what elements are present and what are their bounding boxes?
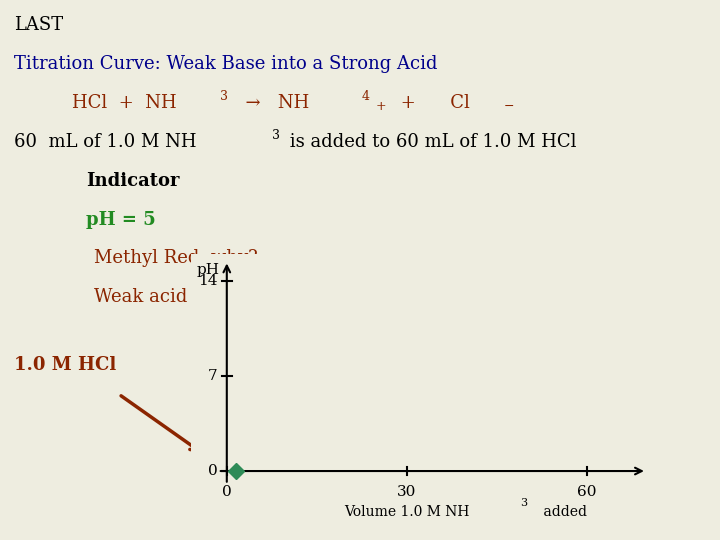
Text: pH = 5: pH = 5: [86, 211, 156, 228]
Text: 4: 4: [361, 90, 369, 103]
Text: 1.0 M HCl: 1.0 M HCl: [14, 355, 117, 374]
Text: +: +: [402, 295, 413, 308]
Text: 60: 60: [577, 484, 597, 498]
Text: +: +: [376, 100, 387, 113]
Text: 14: 14: [198, 274, 218, 288]
Text: LAST: LAST: [14, 16, 63, 34]
Text: −: −: [504, 100, 515, 113]
Text: 0: 0: [222, 484, 232, 498]
Text: 30: 30: [397, 484, 416, 498]
Text: 3: 3: [220, 90, 228, 103]
Text: is added to 60 mL of 1.0 M HCl: is added to 60 mL of 1.0 M HCl: [284, 133, 577, 151]
Text: Methyl Red, why?: Methyl Red, why?: [94, 249, 257, 267]
Text: 60  mL of 1.0 M NH: 60 mL of 1.0 M NH: [14, 133, 197, 151]
Text: Indicator: Indicator: [86, 172, 180, 190]
Text: 7: 7: [208, 369, 218, 383]
Text: 0: 0: [208, 464, 218, 478]
Text: Titration Curve: Weak Base into a Strong Acid: Titration Curve: Weak Base into a Strong…: [14, 55, 438, 73]
Text: 3: 3: [272, 129, 280, 141]
Text: HCl  +  NH: HCl + NH: [72, 94, 176, 112]
Text: +      Cl: + Cl: [395, 94, 469, 112]
Text: 4: 4: [387, 284, 395, 297]
Text: Weak acid in products NH: Weak acid in products NH: [94, 288, 334, 306]
Text: 3: 3: [521, 498, 527, 508]
Text: →   NH: → NH: [234, 94, 310, 112]
Text: Volume 1.0 M NH: Volume 1.0 M NH: [344, 505, 469, 519]
Text: pH: pH: [197, 263, 220, 277]
Text: added: added: [539, 505, 587, 519]
